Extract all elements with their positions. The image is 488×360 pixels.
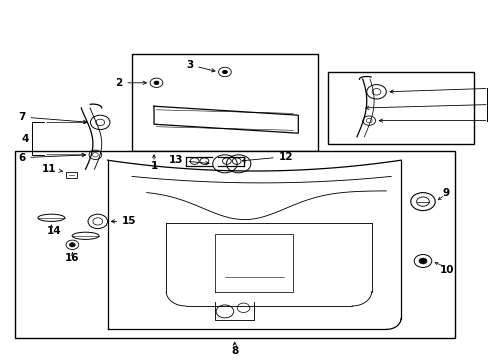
- Text: 9: 9: [442, 188, 449, 198]
- Text: 5: 5: [365, 99, 488, 109]
- Bar: [15, 151, 454, 338]
- Text: 6: 6: [379, 116, 488, 126]
- Text: 4: 4: [21, 134, 29, 144]
- Text: 13: 13: [168, 155, 208, 165]
- Circle shape: [69, 243, 75, 247]
- Bar: [327, 72, 473, 144]
- Bar: [132, 54, 317, 151]
- Text: 6: 6: [18, 153, 85, 163]
- Text: 1: 1: [150, 161, 157, 171]
- Text: 15: 15: [111, 216, 137, 226]
- Text: 10: 10: [439, 265, 454, 275]
- Circle shape: [222, 70, 227, 74]
- Text: 16: 16: [65, 253, 80, 264]
- Text: 3: 3: [185, 60, 215, 72]
- Text: 14: 14: [46, 226, 61, 237]
- Circle shape: [154, 81, 159, 85]
- Text: 2: 2: [115, 78, 146, 88]
- Text: 11: 11: [41, 164, 62, 174]
- Text: 8: 8: [231, 346, 238, 356]
- Circle shape: [418, 258, 426, 264]
- Text: 7: 7: [389, 83, 488, 93]
- Text: 12: 12: [242, 152, 293, 162]
- Bar: [66, 172, 77, 178]
- Text: 7: 7: [18, 112, 86, 123]
